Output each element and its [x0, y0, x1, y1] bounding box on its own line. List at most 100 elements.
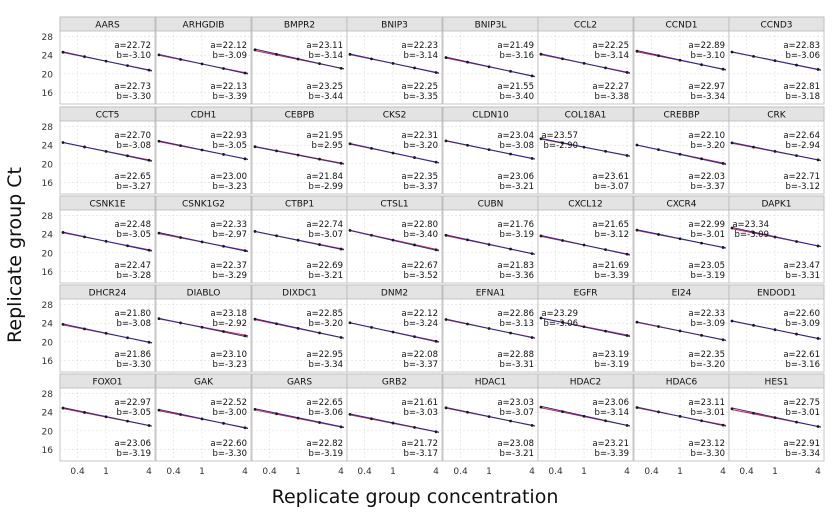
panel-strip — [155, 106, 252, 122]
panel-title: DHCR24 — [89, 289, 127, 299]
data-point — [487, 243, 491, 246]
annotation-b-top: b=-3.08 — [116, 141, 151, 151]
x-tick-label: 4 — [720, 467, 726, 477]
annotation-a-top: a=22.60 — [783, 309, 820, 319]
annotation-b-top: b=-3.10 — [116, 51, 151, 61]
panel-strip — [537, 106, 634, 122]
data-point — [539, 405, 543, 409]
fit-line-b — [445, 234, 536, 255]
y-tick-label: 24 — [42, 231, 54, 241]
data-point — [795, 332, 798, 336]
annotation-b-top: b=-3.07 — [499, 408, 534, 418]
annotation-a-top: a=22.93 — [210, 131, 247, 141]
annotation-b-bottom: b=-3.28 — [116, 271, 151, 281]
panel-strip — [155, 284, 252, 300]
panel-frame — [155, 16, 252, 105]
annotation-b-top: b=-3.06 — [785, 51, 820, 61]
data-point — [466, 60, 469, 64]
data-point — [243, 157, 247, 161]
annotation-b-top: b=-3.16 — [499, 51, 534, 61]
data-point — [348, 413, 352, 416]
annotation-b-bottom: b=-3.07 — [594, 182, 629, 192]
annotation-b-bottom: b=-3.12 — [785, 182, 820, 192]
data-point — [83, 327, 86, 331]
panel-title: EFNA1 — [476, 289, 505, 299]
panel-title: AARS — [95, 21, 120, 31]
data-point — [157, 231, 161, 235]
panel-frame — [59, 106, 156, 195]
data-point — [61, 322, 65, 326]
panel-strip — [155, 373, 252, 389]
data-point — [721, 162, 725, 165]
y-tick-label: 16 — [42, 89, 54, 99]
annotation-b-top: b=-3.00 — [212, 408, 247, 418]
x-tick-label: 4 — [338, 467, 344, 477]
data-point — [434, 248, 438, 252]
annotation-b-bottom: b=-3.16 — [785, 360, 820, 370]
annotation-a-bottom: a=22.95 — [306, 350, 343, 360]
data-point — [625, 252, 629, 256]
panel-frame — [728, 195, 825, 284]
annotation-b-bottom: b=-3.19 — [594, 360, 629, 370]
fit-line-b — [731, 142, 822, 162]
panel-title: GRB2 — [382, 378, 407, 388]
annotation-a-top: a=23.03 — [497, 398, 534, 408]
data-point — [61, 406, 65, 410]
fit-line-b — [731, 51, 822, 71]
data-point — [370, 417, 373, 421]
annotation-a-bottom: a=23.08 — [497, 439, 534, 449]
annotation-b-top: b=-2.90 — [543, 141, 578, 151]
annotation-b-top: b=-3.06 — [543, 319, 578, 329]
panel-frame — [728, 284, 825, 373]
x-tick-label: 4 — [815, 467, 821, 477]
data-point — [816, 158, 820, 162]
panel-frame — [346, 284, 443, 373]
data-point — [370, 233, 373, 237]
annotation-b-bottom: b=-3.34 — [690, 92, 725, 102]
x-tick-label: 4 — [146, 467, 152, 477]
panel-frame — [728, 106, 825, 195]
annotation-a-bottom: a=23.12 — [688, 439, 725, 449]
annotation-a-top: a=22.74 — [306, 220, 343, 230]
data-point — [466, 410, 469, 414]
annotation-a-top: a=23.34 — [732, 220, 769, 230]
annotation-a-bottom: a=23.61 — [592, 172, 629, 182]
data-point — [200, 148, 204, 152]
x-tick-label: 1 — [295, 467, 301, 477]
data-point — [530, 157, 534, 160]
fit-line-b — [445, 140, 536, 160]
data-point — [657, 325, 660, 328]
data-point — [604, 149, 607, 153]
x-tick-label: 0.4 — [262, 467, 277, 477]
annotation-a-bottom: a=22.08 — [401, 350, 438, 360]
data-point — [391, 421, 395, 425]
annotation-a-top: a=22.12 — [401, 309, 438, 319]
panel-strip — [728, 284, 825, 300]
data-point — [487, 415, 491, 419]
panel-title: CXCR4 — [666, 200, 696, 210]
data-point — [530, 252, 534, 256]
data-point — [200, 417, 204, 421]
data-point — [730, 319, 734, 323]
data-point — [147, 158, 151, 162]
annotation-a-top: a=22.31 — [401, 131, 438, 141]
y-tick-label: 16 — [42, 357, 54, 367]
annotation-a-bottom: a=21.86 — [114, 350, 151, 360]
annotation-b-top: b=-3.08 — [116, 319, 151, 329]
annotation-b-bottom: b=-3.39 — [212, 92, 247, 102]
data-point — [635, 406, 639, 409]
data-point — [104, 331, 108, 335]
data-point — [721, 338, 725, 342]
panel-strip — [728, 106, 825, 122]
fit-line-b — [636, 229, 727, 249]
annotation-b-top: b=-3.20 — [403, 141, 438, 151]
data-point — [657, 148, 660, 152]
panel-title: CLDN10 — [472, 111, 509, 121]
annotation-b-bottom: b=-3.21 — [308, 271, 343, 281]
fit-line-b — [158, 53, 249, 75]
panel-title: DIXDC1 — [282, 289, 317, 299]
panel-title: EI24 — [672, 289, 692, 299]
data-point — [179, 236, 182, 239]
panel-title: ENDOD1 — [757, 289, 796, 299]
annotation-b-bottom: b=-3.34 — [785, 449, 820, 459]
